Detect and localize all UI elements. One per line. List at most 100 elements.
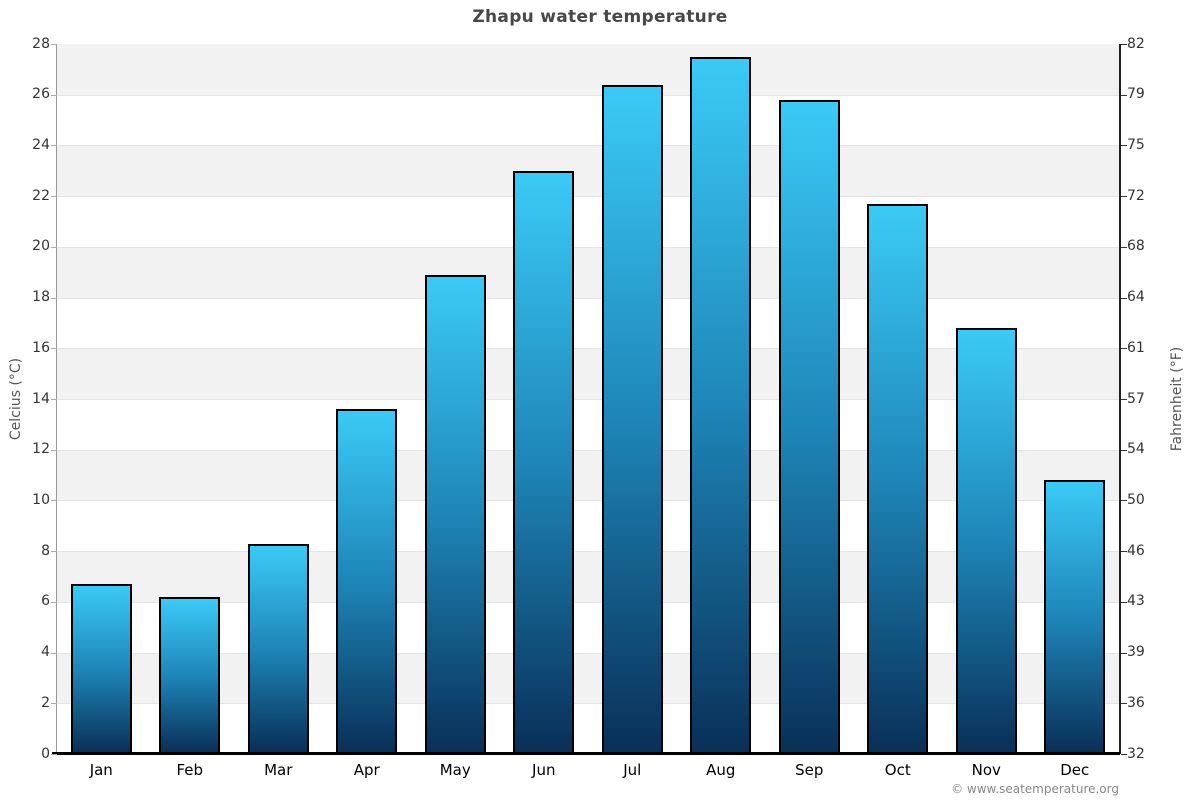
y-tick-label-fahrenheit: 54 [1127, 441, 1145, 458]
y-tick-mark-right [1121, 348, 1127, 350]
y-tick-label-celsius: 12 [32, 441, 50, 458]
y-tick-mark-left [51, 348, 57, 350]
bar-sep [778, 99, 840, 754]
y-tick-label-celsius: 28 [32, 35, 50, 52]
y-tick-label-celsius: 16 [32, 339, 50, 356]
gridline [57, 500, 1119, 502]
y-tick-mark-right [1121, 44, 1127, 45]
bar-aug [690, 56, 752, 754]
y-tick-label-fahrenheit: 82 [1127, 35, 1145, 52]
y-tick-label-celsius: 6 [41, 593, 50, 610]
plot-band [57, 551, 1119, 602]
gridline [57, 246, 1119, 248]
plot-band [57, 703, 1119, 754]
y-tick-mark-left [51, 145, 57, 147]
bar-feb [159, 596, 221, 754]
y-tick-label-fahrenheit: 50 [1127, 491, 1145, 508]
gridline [57, 94, 1119, 96]
x-tick-label-aug: Aug [706, 761, 736, 779]
y-tick-label-fahrenheit: 36 [1127, 694, 1145, 711]
y-tick-mark-left [51, 196, 57, 198]
y-tick-label-celsius: 22 [32, 187, 50, 204]
y-tick-label-celsius: 18 [32, 289, 50, 306]
plot-band [57, 399, 1119, 450]
plot-band [57, 500, 1119, 552]
y-tick-mark-right [1121, 652, 1127, 654]
y-tick-mark-right [1121, 449, 1127, 451]
y-tick-label-fahrenheit: 57 [1127, 390, 1145, 407]
gridline [57, 348, 1119, 350]
y-tick-mark-right [1121, 246, 1127, 248]
bar-apr [336, 409, 398, 754]
x-tick-label-jun: Jun [532, 761, 556, 779]
plot-band [57, 601, 1119, 653]
gridline [57, 196, 1119, 198]
bar-jun [513, 170, 575, 754]
x-tick-label-apr: Apr [353, 761, 380, 779]
copyright-text: © www.seatemperature.org [951, 782, 1119, 796]
y-tick-mark-left [51, 551, 57, 553]
y-tick-label-fahrenheit: 43 [1127, 593, 1145, 610]
gridline [57, 551, 1119, 553]
y-tick-label-fahrenheit: 79 [1127, 86, 1145, 103]
x-tick-label-sep: Sep [795, 761, 824, 779]
gridline [57, 601, 1119, 603]
x-tick-label-dec: Dec [1060, 761, 1090, 779]
y-tick-mark-left [51, 44, 57, 45]
y-tick-label-fahrenheit: 46 [1127, 542, 1145, 559]
y-tick-mark-left [51, 601, 57, 603]
y-tick-mark-left [51, 754, 57, 755]
plot-band [57, 145, 1119, 197]
plot-band [57, 652, 1119, 704]
y-tick-label-celsius: 14 [32, 390, 50, 407]
y-tick-mark-right [1121, 297, 1127, 299]
y-axis-line-right [1119, 44, 1121, 754]
x-tick-label-nov: Nov [971, 761, 1001, 779]
y-tick-label-fahrenheit: 72 [1127, 187, 1145, 204]
x-tick-label-oct: Oct [884, 761, 911, 779]
gridline [57, 449, 1119, 451]
y-tick-mark-right [1121, 551, 1127, 553]
plot-band [57, 196, 1119, 247]
y-tick-mark-left [51, 246, 57, 248]
y-tick-label-celsius: 8 [41, 542, 50, 559]
bar-mar [247, 543, 309, 754]
plot-band [57, 94, 1119, 146]
y-tick-label-fahrenheit: 68 [1127, 238, 1145, 255]
bar-jan [70, 584, 132, 754]
y-tick-mark-left [51, 703, 57, 705]
y-tick-mark-left [51, 94, 57, 96]
y-tick-label-celsius: 0 [41, 745, 50, 762]
y-tick-mark-right [1121, 196, 1127, 198]
y-tick-label-fahrenheit: 75 [1127, 136, 1145, 153]
x-tick-label-jul: Jul [623, 761, 642, 779]
y-tick-label-fahrenheit: 64 [1127, 289, 1145, 306]
y-tick-mark-right [1121, 703, 1127, 705]
x-tick-label-may: May [439, 761, 471, 779]
y-tick-mark-left [51, 449, 57, 451]
y-tick-label-celsius: 24 [32, 136, 50, 153]
plot-band [57, 348, 1119, 399]
y-tick-mark-right [1121, 500, 1127, 502]
bar-nov [955, 328, 1017, 754]
y-tick-mark-right [1121, 754, 1127, 755]
y-tick-mark-left [51, 399, 57, 400]
plot-band [57, 246, 1119, 298]
gridline [57, 703, 1119, 705]
y-tick-mark-left [51, 500, 57, 502]
y-tick-label-celsius: 2 [41, 694, 50, 711]
x-tick-label-feb: Feb [176, 761, 204, 779]
plot-area [57, 44, 1119, 754]
gridline [57, 297, 1119, 299]
plot-band [57, 449, 1119, 501]
chart-title: Zhapu water temperature [472, 7, 728, 27]
y-tick-label-celsius: 26 [32, 86, 50, 103]
y-tick-label-fahrenheit: 32 [1127, 745, 1145, 762]
y-tick-label-celsius: 20 [32, 238, 50, 255]
bar-dec [1044, 480, 1106, 754]
bar-oct [867, 203, 929, 754]
y-tick-label-celsius: 10 [32, 491, 50, 508]
x-tick-label-jan: Jan [89, 761, 113, 779]
y-tick-mark-right [1121, 145, 1127, 147]
